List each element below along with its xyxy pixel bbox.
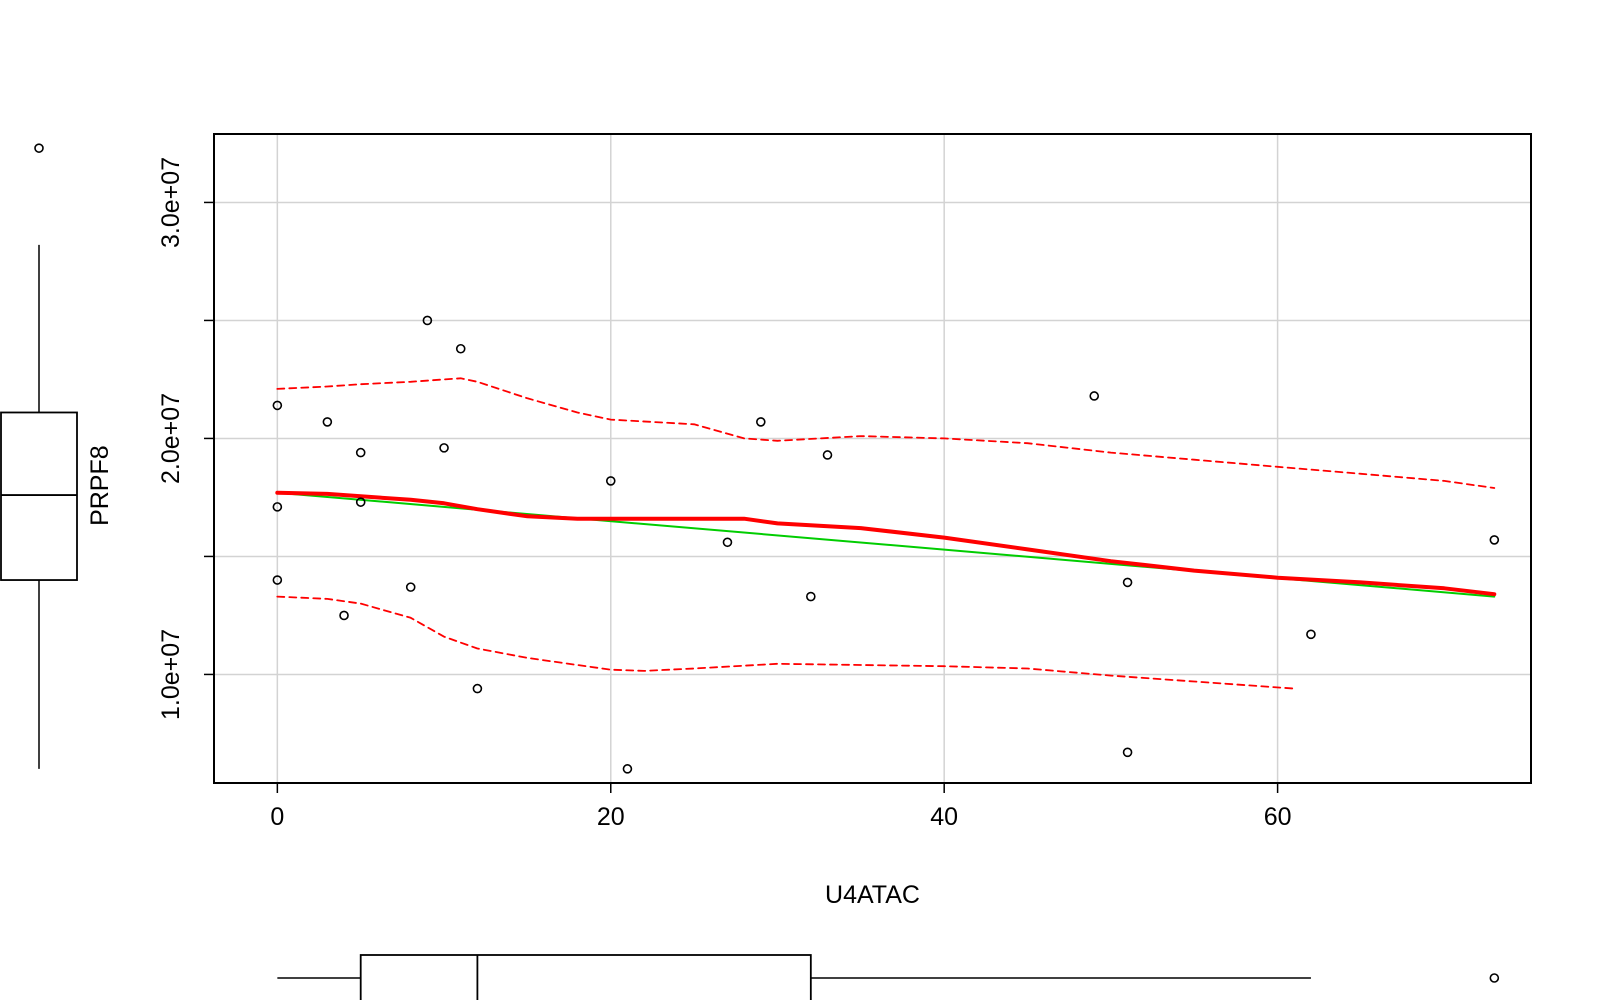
smooth-line bbox=[275, 490, 1497, 597]
data-point bbox=[455, 343, 466, 354]
data-point bbox=[322, 417, 333, 427]
data-point bbox=[1306, 629, 1316, 640]
data-point bbox=[439, 443, 449, 453]
data-point bbox=[1089, 391, 1100, 401]
data-point bbox=[272, 400, 283, 411]
smooth-confidence-band bbox=[276, 377, 1496, 690]
x-tick-label: 0 bbox=[270, 803, 284, 831]
plot-frame bbox=[213, 133, 1532, 784]
x-boxplot-box bbox=[359, 954, 812, 1000]
x-marginal-boxplot bbox=[277, 954, 1500, 1000]
data-point bbox=[1489, 535, 1500, 545]
data-point bbox=[355, 447, 366, 458]
x-axis-title: U4ATAC bbox=[825, 881, 920, 909]
data-point bbox=[1122, 747, 1133, 758]
data-point bbox=[272, 502, 283, 512]
x-tick-label: 20 bbox=[597, 803, 625, 831]
smooth-line bbox=[275, 490, 1497, 597]
data-point bbox=[339, 610, 349, 621]
data-point bbox=[605, 476, 616, 486]
y-axis: 1.0e+07 2.0e+07 3.0e+07 bbox=[157, 157, 214, 720]
smooth-band-upper bbox=[276, 377, 1496, 489]
data-point bbox=[622, 764, 633, 774]
data-point bbox=[822, 450, 833, 460]
x-tick-label: 60 bbox=[1264, 803, 1292, 831]
y-boxplot-box bbox=[0, 411, 78, 581]
y-tick-label: 3.0e+07 bbox=[157, 157, 185, 248]
data-point bbox=[722, 537, 733, 548]
y-marginal-boxplot bbox=[0, 143, 78, 769]
data-point bbox=[405, 582, 416, 592]
y-boxplot-outlier bbox=[34, 143, 44, 153]
y-axis-title: PRPF8 bbox=[86, 445, 114, 526]
x-boxplot-outlier bbox=[1489, 973, 1500, 983]
data-point bbox=[272, 575, 283, 585]
data-point bbox=[422, 315, 433, 326]
y-tick-label: 1.0e+07 bbox=[157, 629, 185, 720]
data-point bbox=[355, 497, 366, 507]
grid-lines bbox=[214, 134, 1531, 783]
smooth-band-lower bbox=[276, 595, 1296, 690]
x-tick-label: 40 bbox=[930, 803, 958, 831]
x-axis: 0 20 40 60 bbox=[270, 783, 1292, 831]
data-point bbox=[472, 683, 483, 694]
y-tick-label: 2.0e+07 bbox=[157, 393, 185, 484]
data-point bbox=[1122, 577, 1133, 588]
data-points bbox=[272, 315, 1500, 774]
data-point bbox=[806, 591, 816, 602]
data-point bbox=[756, 417, 766, 427]
